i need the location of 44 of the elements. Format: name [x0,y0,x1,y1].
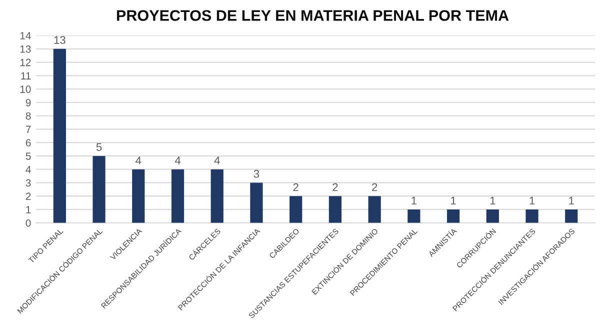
y-tick-label: 11 [21,72,31,80]
data-label: 1 [569,196,574,204]
bar [526,209,538,223]
y-tick-label: 14 [20,32,31,40]
y-tick-label: 7 [26,126,31,133]
data-label: 2 [293,183,298,192]
y-tick-label: 1 [26,206,31,214]
data-label: 1 [490,196,496,204]
bar [210,169,224,223]
bar [171,169,184,223]
bar [290,196,302,223]
data-label: 3 [254,170,260,178]
bar [250,182,263,223]
data-label: 1 [412,196,416,204]
bar [486,209,499,223]
y-tick-label: 9 [26,98,31,106]
data-label: 13 [54,36,66,44]
data-label: 5 [96,143,102,151]
data-label: 4 [174,156,181,164]
bar [53,48,66,223]
y-tick-label: 12 [20,58,31,66]
y-tick-label: 6 [26,139,31,146]
bar [92,156,106,223]
bar [565,209,578,223]
y-tick-label: 13 [20,45,31,53]
y-tick-label: 5 [26,152,31,160]
data-label: 4 [136,156,142,164]
y-tick-label: 0 [26,219,31,227]
data-label: 1 [451,196,456,204]
data-label: 2 [372,183,378,192]
y-tick-label: 8 [26,112,31,120]
chart-title: PROYECTOS DE LEY EN MATERIA PENAL POR TEMA [117,10,509,21]
data-label: 2 [332,183,338,192]
bar [446,209,460,223]
y-tick-label: 2 [26,192,31,200]
y-tick-label: 10 [20,86,31,93]
bar [132,169,145,223]
y-tick-label: 3 [26,179,31,187]
y-tick-label: 4 [26,166,31,174]
data-label: 1 [530,196,535,204]
bar [368,196,381,223]
data-label: 4 [214,156,220,164]
bar [328,196,342,223]
bar [408,209,420,223]
